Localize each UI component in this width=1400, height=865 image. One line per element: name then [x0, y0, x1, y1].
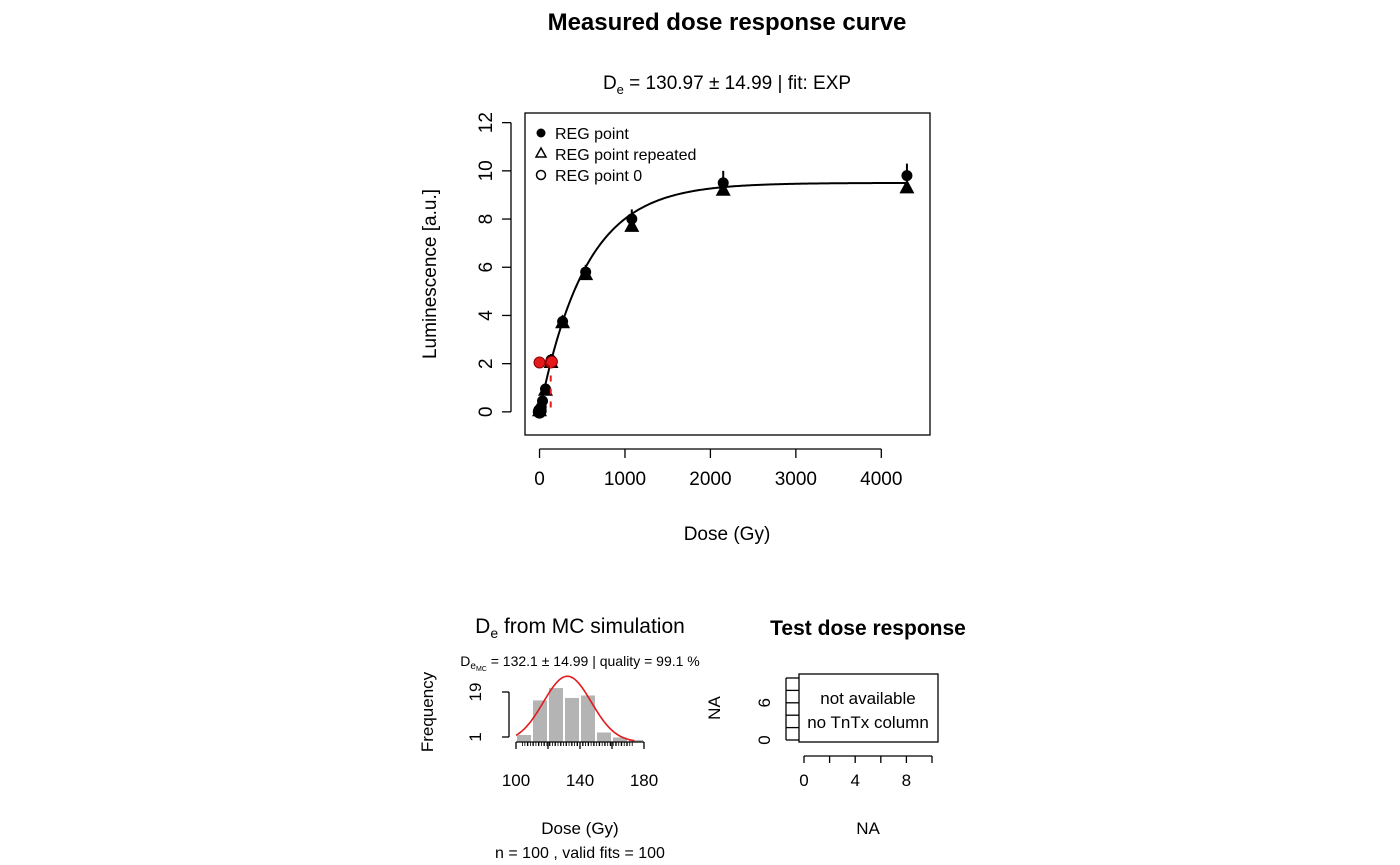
main-legend: REG point REG point repeated REG point 0	[534, 126, 696, 185]
de-point	[545, 355, 558, 368]
mc-histogram-bar	[516, 734, 532, 743]
reg-point-repeated	[578, 266, 594, 281]
reg-point-repeated	[532, 402, 548, 417]
reg-point-repeated	[715, 181, 731, 196]
tdr-y-axis: 06	[755, 677, 799, 745]
mc-y-tick-label: 1	[466, 732, 485, 741]
main-x-tick-label: 1000	[604, 469, 646, 490]
main-y-tick-label: 2	[476, 358, 497, 369]
tdr-y-label: NA	[705, 696, 724, 720]
mc-histogram-bar	[596, 731, 612, 743]
mc-histogram-bar	[548, 687, 564, 743]
main-x-tick-label: 0	[534, 469, 545, 490]
mc-subtitle-de: D	[460, 653, 470, 669]
mc-title-de-sub: e	[490, 625, 498, 641]
tdr-plot-frame	[798, 673, 939, 743]
legend-entry-reg-point-0: REG point 0	[555, 168, 642, 185]
mc-x-tick-label: 100	[502, 771, 530, 790]
reg-point	[901, 170, 913, 182]
mc-subtitle-rest: = 132.1 ± 14.99 | quality = 99.1 %	[487, 653, 700, 669]
main-subtitle-de-sub: e	[617, 82, 624, 97]
tdr-x-label: NA	[856, 819, 880, 838]
reg-point-repeated	[899, 179, 915, 194]
main-title: Measured dose response curve	[548, 9, 907, 36]
main-subtitle-de: D	[603, 73, 617, 94]
tdr-x-axis: 0 4 8	[799, 755, 933, 790]
legend-entry-reg-point: REG point	[555, 126, 629, 143]
reg-point-repeated	[537, 381, 554, 396]
mc-histogram-plot: De from MC simulation DeMC = 132.1 ± 14.…	[418, 615, 700, 862]
mc-y-tick-label: 19	[466, 683, 485, 702]
tdr-y-tick-label: 0	[755, 735, 774, 744]
tdr-x-tick-label: 4	[850, 771, 859, 790]
main-subtitle: De = 130.97 ± 14.99 | fit: EXP	[603, 73, 851, 97]
reg-point-zero	[533, 403, 547, 418]
main-y-tick-label: 6	[476, 262, 497, 273]
main-y-tick-label: 4	[476, 310, 497, 321]
legend-filled-circle-icon	[536, 128, 546, 138]
mc-histogram-bar	[580, 694, 596, 743]
mc-y-axis: 1 19	[466, 683, 510, 742]
main-plot-frame	[524, 112, 931, 436]
mc-title-de: D	[475, 615, 490, 638]
tdr-x-tick-label: 8	[902, 771, 911, 790]
reg-point-repeated	[624, 218, 640, 232]
mc-footnote: n = 100 , valid fits = 100	[495, 845, 665, 862]
main-y-axis: 0 2 4 6 8 10 12	[476, 112, 512, 418]
mc-histogram-bar	[564, 697, 580, 743]
main-x-tick-label: 4000	[860, 469, 902, 490]
tdr-message-line-1: not available	[820, 689, 915, 708]
mc-subtitle-de-sub: e	[470, 661, 476, 672]
mc-title: De from MC simulation	[475, 615, 685, 641]
mc-x-label: Dose (Gy)	[541, 819, 618, 838]
tdr-message-line-2: no TnTx column	[807, 713, 929, 732]
legend-open-circle-icon	[535, 169, 547, 181]
tdr-x-tick-label: 0	[799, 771, 808, 790]
mc-subtitle: DeMC = 132.1 ± 14.99 | quality = 99.1 %	[460, 653, 700, 673]
main-y-tick-label: 0	[476, 407, 497, 418]
legend-entry-reg-point-repeated: REG point repeated	[555, 147, 696, 164]
main-y-tick-label: 10	[476, 160, 497, 181]
mc-rug-ticks	[522, 742, 633, 746]
mc-x-axis: 100 140 180	[502, 741, 658, 790]
mc-x-tick-label: 140	[566, 771, 594, 790]
reg-point-repeated	[555, 314, 571, 329]
mc-histogram-bars	[516, 687, 644, 743]
main-data-points	[532, 163, 915, 419]
main-y-tick-label: 12	[476, 112, 497, 133]
mc-y-label: Frequency	[418, 671, 437, 752]
tdr-y-tick-label: 6	[755, 698, 774, 707]
mc-title-rest: from MC simulation	[498, 615, 685, 638]
main-subtitle-rest: = 130.97 ± 14.99 | fit: EXP	[624, 73, 851, 94]
main-x-tick-label: 3000	[775, 469, 817, 490]
main-y-tick-label: 8	[476, 214, 497, 225]
main-x-label: Dose (Gy)	[684, 524, 771, 545]
dose-response-plot: De = 130.97 ± 14.99 | fit: EXP 0 1000 2000…	[420, 73, 931, 545]
mc-subtitle-de-subsub: MC	[476, 666, 487, 673]
mc-x-tick-label: 180	[630, 771, 658, 790]
main-x-tick-label: 2000	[689, 469, 731, 490]
mc-normal-curve	[515, 675, 635, 742]
tdr-title: Test dose response	[770, 617, 966, 640]
main-x-axis: 0 1000 2000 3000 4000	[534, 448, 902, 490]
main-y-label: Luminescence [a.u.]	[420, 189, 441, 359]
fit-curve-line	[538, 181, 907, 413]
legend-triangle-icon	[534, 146, 548, 158]
